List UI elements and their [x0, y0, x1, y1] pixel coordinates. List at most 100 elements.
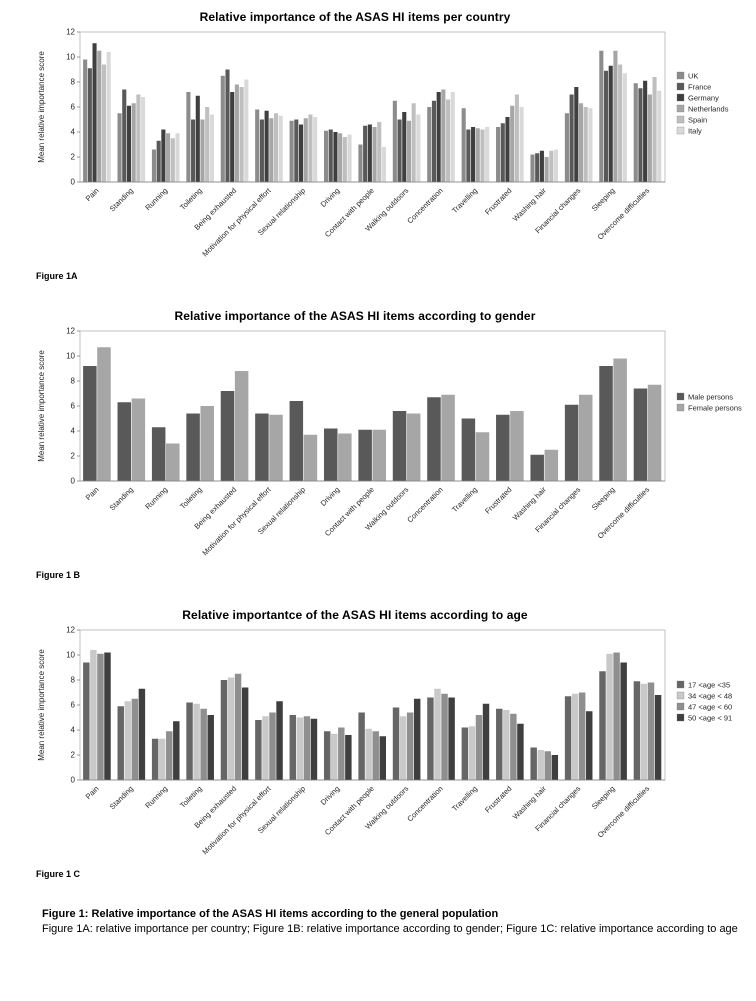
bar	[530, 747, 537, 780]
bar	[606, 653, 613, 780]
x-category-label: Concentration	[405, 784, 444, 823]
bar	[97, 653, 104, 780]
bar	[510, 411, 524, 481]
bar	[122, 89, 127, 182]
bar	[367, 124, 372, 182]
bar	[427, 697, 434, 780]
bar	[564, 404, 579, 481]
bar	[500, 123, 505, 182]
x-category-label: Frustrated	[483, 186, 514, 217]
legend-swatch	[676, 680, 685, 689]
bar	[436, 92, 441, 182]
x-category-label: Running	[143, 186, 169, 212]
figure-label-1c: Figure 1 C	[36, 869, 81, 879]
bar	[323, 731, 331, 780]
bar	[358, 144, 363, 182]
y-tick-label: 4	[71, 726, 76, 735]
bar	[220, 680, 228, 780]
bar	[83, 366, 97, 481]
bar	[131, 398, 146, 481]
x-category-label: Standing	[108, 186, 135, 213]
legend-swatch	[676, 702, 685, 711]
bar	[234, 673, 242, 780]
figure-label-1a: Figure 1A	[36, 271, 78, 281]
legend-label: Italy	[688, 127, 702, 136]
bar	[446, 99, 451, 182]
bar	[505, 117, 510, 182]
bar	[161, 129, 166, 182]
bar	[569, 94, 574, 182]
y-tick-label: 6	[71, 402, 76, 411]
y-tick-label: 0	[71, 477, 76, 486]
bar	[620, 662, 627, 780]
bar	[323, 428, 338, 481]
y-tick-label: 6	[71, 103, 76, 112]
y-tick-label: 2	[71, 452, 76, 461]
bar	[207, 715, 214, 780]
bar	[633, 83, 638, 182]
bar	[638, 88, 643, 182]
bar	[647, 682, 655, 780]
bar	[262, 716, 269, 780]
bar	[126, 105, 132, 182]
bar	[117, 402, 132, 481]
bar	[475, 715, 483, 780]
x-category-label: Frustrated	[483, 784, 514, 815]
x-category-label: Toileting	[178, 485, 204, 511]
bar	[124, 701, 132, 780]
legend-swatch	[676, 104, 685, 113]
bar	[535, 153, 540, 182]
x-category-label: Motivation for physical effort	[200, 783, 273, 856]
bar	[87, 68, 92, 182]
bar	[186, 702, 193, 780]
bar	[273, 113, 279, 182]
bar	[406, 413, 421, 481]
bar	[392, 100, 397, 182]
legend-swatch	[676, 82, 685, 91]
bar	[303, 716, 311, 780]
bar	[298, 124, 304, 182]
x-category-label: Running	[143, 784, 169, 810]
bar	[200, 708, 207, 780]
bar	[225, 69, 230, 182]
x-category-label: Washing hair	[511, 186, 548, 223]
legend-label: 17 <age <35	[688, 681, 730, 690]
chart-gender: 0 2 4 6 8 10 12 Mean relative importance score P…	[37, 327, 742, 558]
y-tick-label: 8	[71, 78, 76, 87]
bar	[475, 432, 490, 481]
bar	[461, 727, 469, 780]
chart-title-gender: Relative importance of the ASAS HI items…	[174, 309, 536, 323]
bar	[264, 110, 269, 182]
bar	[599, 366, 613, 481]
bar	[97, 347, 111, 481]
bar	[104, 652, 111, 780]
x-category-label: Washing hair	[511, 485, 548, 522]
bar	[138, 688, 146, 780]
bar	[643, 80, 648, 182]
bar	[613, 50, 618, 182]
y-tick-label: 12	[66, 28, 75, 37]
figure-label-1b: Figure 1 B	[36, 570, 81, 580]
x-category-label: Concentration	[405, 485, 444, 524]
bar	[485, 127, 490, 182]
y-tick-label: 8	[71, 377, 76, 386]
bar	[358, 429, 372, 481]
bar	[392, 411, 407, 481]
y-tick-label: 4	[71, 128, 76, 137]
bar	[234, 84, 239, 182]
bar	[647, 384, 662, 481]
bar	[413, 698, 421, 780]
legend-label: Female persons	[688, 404, 742, 413]
bar	[450, 92, 455, 182]
y-tick-label: 0	[71, 178, 76, 187]
bar	[358, 712, 365, 780]
bar	[551, 755, 559, 780]
bar	[588, 108, 593, 182]
bar	[83, 59, 88, 182]
y-axis-title: Mean relative importance score	[37, 649, 46, 761]
bar	[230, 92, 235, 182]
legend-label: Netherlands	[688, 105, 729, 114]
bar	[365, 728, 372, 780]
bar	[618, 64, 623, 182]
bar	[234, 371, 249, 481]
